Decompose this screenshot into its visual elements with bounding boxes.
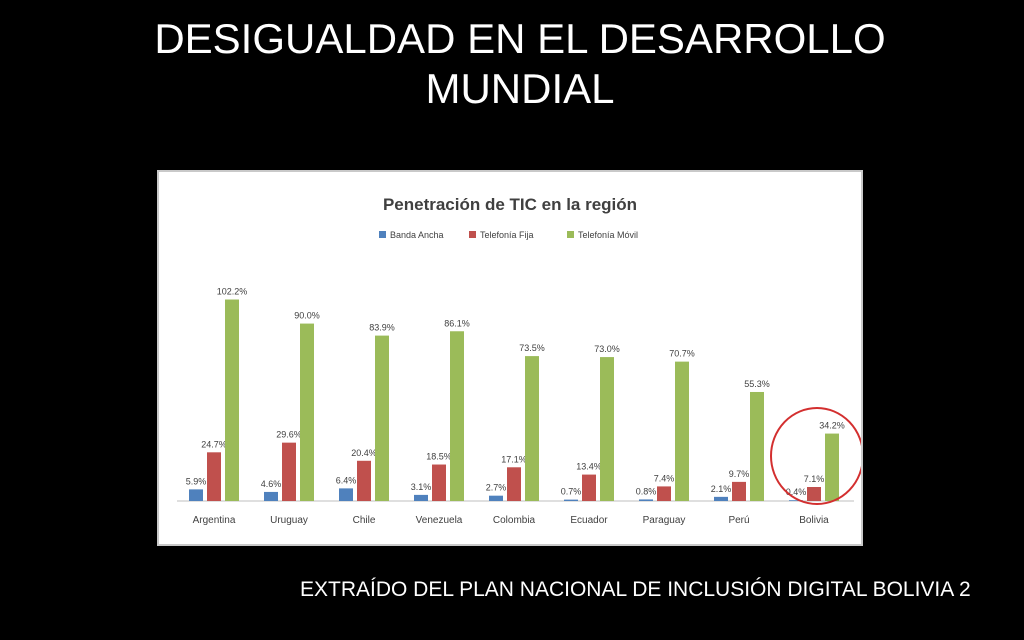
- legend-label: Banda Ancha: [390, 230, 444, 240]
- data-label: 102.2%: [217, 287, 248, 297]
- legend-label: Telefonía Fija: [480, 230, 534, 240]
- legend-swatch: [567, 231, 574, 238]
- bar: [207, 452, 221, 501]
- bar: [564, 499, 578, 501]
- data-label: 9.7%: [729, 469, 750, 479]
- bar: [582, 474, 596, 501]
- bar: [432, 464, 446, 501]
- data-label: 2.1%: [711, 484, 732, 494]
- data-label: 0.4%: [786, 487, 807, 497]
- bar: [507, 467, 521, 501]
- bar: [807, 487, 821, 501]
- bar: [264, 491, 278, 501]
- category-label: Argentina: [193, 515, 236, 526]
- data-label: 3.1%: [411, 482, 432, 492]
- bar: [639, 499, 653, 501]
- category-label: Chile: [353, 515, 376, 526]
- bar: [375, 335, 389, 501]
- data-label: 17.1%: [501, 454, 527, 464]
- data-label: 2.7%: [486, 483, 507, 493]
- chart-frame: Penetración de TIC en la región Banda Anc…: [157, 170, 863, 546]
- data-label: 4.6%: [261, 479, 282, 489]
- category-label: Perú: [728, 515, 749, 526]
- category-label: Colombia: [493, 515, 536, 526]
- bar: [732, 481, 746, 501]
- data-label: 5.9%: [186, 476, 207, 486]
- data-label: 86.1%: [444, 318, 470, 328]
- data-label: 34.2%: [819, 421, 845, 431]
- highlight-circle: [770, 407, 861, 505]
- source-caption: EXTRAÍDO DEL PLAN NACIONAL DE INCLUSIÓN …: [300, 578, 971, 601]
- bar-chart: Penetración de TIC en la región Banda Anc…: [177, 195, 861, 526]
- bar: [357, 460, 371, 501]
- data-label: 73.5%: [519, 343, 545, 353]
- data-label: 13.4%: [576, 462, 602, 472]
- bar: [525, 356, 539, 501]
- data-label: 73.0%: [594, 344, 620, 354]
- bar: [675, 361, 689, 501]
- bar: [789, 500, 803, 502]
- category-label: Paraguay: [643, 515, 686, 526]
- chart-title: Penetración de TIC en la región: [383, 195, 637, 214]
- data-label: 6.4%: [336, 475, 357, 485]
- data-label: 83.9%: [369, 323, 395, 333]
- bar: [750, 391, 764, 501]
- data-label: 0.8%: [636, 486, 657, 496]
- legend-swatch: [469, 231, 476, 238]
- bar: [450, 331, 464, 501]
- slide-title: DESIGUALDAD EN EL DESARROLLO MUNDIAL: [60, 14, 980, 114]
- bar: [414, 494, 428, 501]
- bar: [600, 357, 614, 501]
- bar: [714, 496, 728, 501]
- data-label: 90.0%: [294, 311, 320, 321]
- bar: [657, 486, 671, 501]
- data-label: 0.7%: [561, 487, 582, 497]
- legend-swatch: [379, 231, 386, 238]
- bar: [300, 323, 314, 501]
- slide-title-line-2: MUNDIAL: [425, 65, 615, 112]
- data-label: 18.5%: [426, 452, 452, 462]
- data-label: 29.6%: [276, 430, 302, 440]
- category-label: Ecuador: [570, 515, 608, 526]
- category-label: Venezuela: [416, 515, 463, 526]
- slide-title-line-1: DESIGUALDAD EN EL DESARROLLO: [154, 15, 886, 62]
- bar: [225, 299, 239, 501]
- bar: [282, 442, 296, 501]
- legend-label: Telefonía Móvil: [578, 230, 638, 240]
- category-label: Uruguay: [270, 515, 308, 526]
- bar: [189, 489, 203, 501]
- data-label: 70.7%: [669, 349, 695, 359]
- data-label: 20.4%: [351, 448, 377, 458]
- data-label: 24.7%: [201, 439, 227, 449]
- bar: [825, 433, 839, 501]
- data-label: 7.4%: [654, 473, 675, 483]
- data-label: 55.3%: [744, 379, 770, 389]
- bar: [339, 488, 353, 501]
- category-label: Bolivia: [799, 515, 829, 526]
- data-label: 7.1%: [804, 474, 825, 484]
- bar: [489, 495, 503, 501]
